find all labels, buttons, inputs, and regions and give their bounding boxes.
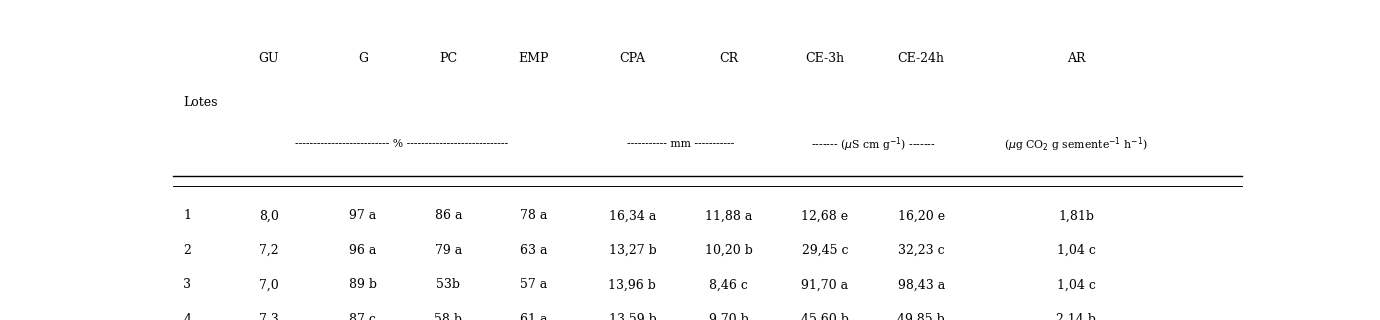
Text: 29,45 c: 29,45 c [802, 244, 849, 257]
Text: 7,3: 7,3 [259, 313, 279, 320]
Text: 8,46 c: 8,46 c [709, 278, 748, 291]
Text: 96 a: 96 a [349, 244, 377, 257]
Text: 11,88 a: 11,88 a [705, 209, 752, 222]
Text: 87 c: 87 c [349, 313, 377, 320]
Text: 32,23 c: 32,23 c [898, 244, 944, 257]
Text: CE-24h: CE-24h [897, 52, 945, 65]
Text: 78 a: 78 a [520, 209, 548, 222]
Text: Lotes: Lotes [184, 96, 218, 109]
Text: 98,43 a: 98,43 a [897, 278, 945, 291]
Text: 7,0: 7,0 [259, 278, 279, 291]
Text: 13,59 b: 13,59 b [609, 313, 657, 320]
Text: ------- ($\mu$S cm g$^{-1}$) -------: ------- ($\mu$S cm g$^{-1}$) ------- [810, 135, 936, 154]
Text: ----------- mm -----------: ----------- mm ----------- [627, 139, 734, 149]
Text: 13,27 b: 13,27 b [609, 244, 657, 257]
Text: AR: AR [1067, 52, 1086, 65]
Text: 57 a: 57 a [520, 278, 548, 291]
Text: 2: 2 [184, 244, 190, 257]
Text: PC: PC [439, 52, 458, 65]
Text: 10,20 b: 10,20 b [705, 244, 752, 257]
Text: 4: 4 [184, 313, 192, 320]
Text: 79 a: 79 a [435, 244, 462, 257]
Text: 7,2: 7,2 [259, 244, 279, 257]
Text: 1,81b: 1,81b [1058, 209, 1094, 222]
Text: 86 a: 86 a [435, 209, 462, 222]
Text: 13,96 b: 13,96 b [609, 278, 657, 291]
Text: CE-3h: CE-3h [806, 52, 845, 65]
Text: 89 b: 89 b [349, 278, 377, 291]
Text: CR: CR [719, 52, 738, 65]
Text: 97 a: 97 a [349, 209, 377, 222]
Text: 91,70 a: 91,70 a [802, 278, 849, 291]
Text: 53b: 53b [436, 278, 461, 291]
Text: 61 a: 61 a [520, 313, 548, 320]
Text: 9,70 b: 9,70 b [709, 313, 748, 320]
Text: 63 a: 63 a [520, 244, 548, 257]
Text: 16,20 e: 16,20 e [897, 209, 945, 222]
Text: 3: 3 [184, 278, 192, 291]
Text: CPA: CPA [620, 52, 646, 65]
Text: 16,34 a: 16,34 a [609, 209, 656, 222]
Text: 58 b: 58 b [435, 313, 462, 320]
Text: 45,60 b: 45,60 b [800, 313, 849, 320]
Text: 12,68 e: 12,68 e [802, 209, 849, 222]
Text: 49,85 b: 49,85 b [897, 313, 945, 320]
Text: ($\mu$g CO$_2$ g semente$^{-1}$ h$^{-1}$): ($\mu$g CO$_2$ g semente$^{-1}$ h$^{-1}$… [1005, 135, 1148, 154]
Text: 1: 1 [184, 209, 192, 222]
Text: 1,04 c: 1,04 c [1057, 278, 1096, 291]
Text: EMP: EMP [519, 52, 549, 65]
Text: 1,04 c: 1,04 c [1057, 244, 1096, 257]
Text: GU: GU [258, 52, 279, 65]
Text: G: G [357, 52, 368, 65]
Text: -------------------------- % ----------------------------: -------------------------- % -----------… [295, 139, 508, 149]
Text: 8,0: 8,0 [259, 209, 279, 222]
Text: 2,14 b: 2,14 b [1056, 313, 1096, 320]
